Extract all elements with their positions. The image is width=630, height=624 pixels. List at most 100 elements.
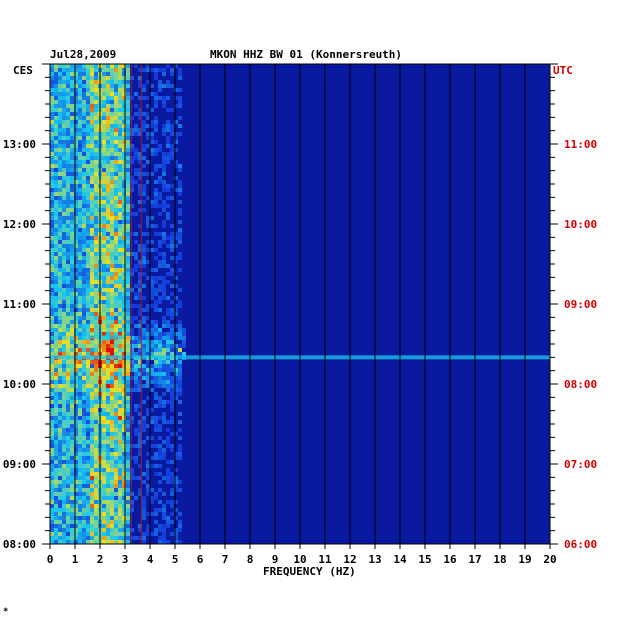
spectrogram-cell <box>170 72 174 76</box>
spectrogram-cell <box>142 420 146 424</box>
spectrogram-cell <box>118 456 122 460</box>
spectrogram-cell <box>138 284 142 288</box>
spectrogram-cell <box>114 328 118 332</box>
spectrogram-cell <box>138 128 142 132</box>
spectrogram-cell <box>70 312 74 316</box>
spectrogram-cell <box>94 520 98 524</box>
spectrogram-cell <box>154 148 158 152</box>
spectrogram-cell <box>106 288 110 292</box>
spectrogram-cell <box>106 260 110 264</box>
spectrogram-cell <box>78 464 82 468</box>
spectrogram-cell <box>106 224 110 228</box>
spectrogram-cell <box>122 368 126 372</box>
spectrogram-cell <box>66 328 70 332</box>
spectrogram-cell <box>54 376 58 380</box>
spectrogram-cell <box>130 456 134 460</box>
spectrogram-cell <box>114 348 118 352</box>
spectrogram-cell <box>102 308 106 312</box>
spectrogram-cell <box>94 64 98 68</box>
spectrogram-cell <box>118 176 122 180</box>
spectrogram-cell <box>78 92 82 96</box>
spectrogram-cell <box>114 496 118 500</box>
spectrogram-cell <box>74 248 78 252</box>
spectrogram-cell <box>158 344 162 348</box>
spectrogram-cell <box>62 136 66 140</box>
spectrogram-cell <box>94 440 98 444</box>
spectrogram-cell <box>170 148 174 152</box>
spectrogram-cell <box>74 124 78 128</box>
spectrogram-cell <box>178 220 182 224</box>
spectrogram-cell <box>70 208 74 212</box>
spectrogram-cell <box>50 460 54 464</box>
spectrogram-cell <box>110 204 114 208</box>
spectrogram-cell <box>130 332 134 336</box>
spectrogram-cell <box>154 368 158 372</box>
spectrogram-cell <box>154 360 158 364</box>
spectrogram-cell <box>58 528 62 532</box>
spectrogram-cell <box>74 204 78 208</box>
spectrogram-cell <box>94 156 98 160</box>
spectrogram-cell <box>126 236 130 240</box>
spectrogram-cell <box>126 104 130 108</box>
spectrogram-cell <box>74 328 78 332</box>
spectrogram-cell <box>58 212 62 216</box>
spectrogram-cell <box>58 284 62 288</box>
spectrogram-cell <box>62 164 66 168</box>
spectrogram-cell <box>170 132 174 136</box>
spectrogram-cell <box>126 200 130 204</box>
spectrogram-cell <box>162 404 166 408</box>
spectrogram-cell <box>154 324 158 328</box>
spectrogram-cell <box>82 384 86 388</box>
spectrogram-cell <box>174 164 178 168</box>
spectrogram-cell <box>162 160 166 164</box>
spectrogram-cell <box>110 264 114 268</box>
spectrogram-cell <box>102 448 106 452</box>
spectrogram-cell <box>74 392 78 396</box>
spectrogram-cell <box>158 380 162 384</box>
spectrogram-cell <box>110 72 114 76</box>
spectrogram-cell <box>94 508 98 512</box>
spectrogram-cell <box>74 384 78 388</box>
spectrogram-cell <box>90 100 94 104</box>
spectrogram-cell <box>166 188 170 192</box>
spectrogram-cell <box>106 508 110 512</box>
spectrogram-cell <box>62 264 66 268</box>
spectrogram-cell <box>122 180 126 184</box>
spectrogram-cell <box>122 380 126 384</box>
spectrogram-cell <box>158 180 162 184</box>
spectrogram-cell <box>114 208 118 212</box>
spectrogram-cell <box>70 76 74 80</box>
spectrogram-cell <box>162 168 166 172</box>
spectrogram-cell <box>94 496 98 500</box>
spectrogram-cell <box>166 444 170 448</box>
spectrogram-cell <box>66 288 70 292</box>
spectrogram-cell <box>94 428 98 432</box>
spectrogram-cell <box>74 396 78 400</box>
spectrogram-cell <box>178 212 182 216</box>
spectrogram-cell <box>78 160 82 164</box>
spectrogram-cell <box>138 288 142 292</box>
spectrogram-cell <box>154 124 158 128</box>
spectrogram-cell <box>78 412 82 416</box>
spectrogram-cell <box>50 164 54 168</box>
spectrogram-cell <box>86 144 90 148</box>
spectrogram-cell <box>158 400 162 404</box>
spectrogram-cell <box>74 108 78 112</box>
spectrogram-cell <box>74 152 78 156</box>
spectrogram-cell <box>118 328 122 332</box>
spectrogram-cell <box>90 160 94 164</box>
spectrogram-cell <box>70 240 74 244</box>
spectrogram-cell <box>138 260 142 264</box>
spectrogram-cell <box>106 184 110 188</box>
spectrogram-cell <box>126 396 130 400</box>
spectrogram-cell <box>174 296 178 300</box>
spectrogram-cell <box>70 120 74 124</box>
spectrogram-cell <box>66 336 70 340</box>
spectrogram-cell <box>174 132 178 136</box>
spectrogram-cell <box>86 536 90 540</box>
spectrogram-cell <box>170 196 174 200</box>
spectrogram-cell <box>114 200 118 204</box>
spectrogram-cell <box>74 472 78 476</box>
spectrogram-cell <box>50 312 54 316</box>
spectrogram-cell <box>82 536 86 540</box>
